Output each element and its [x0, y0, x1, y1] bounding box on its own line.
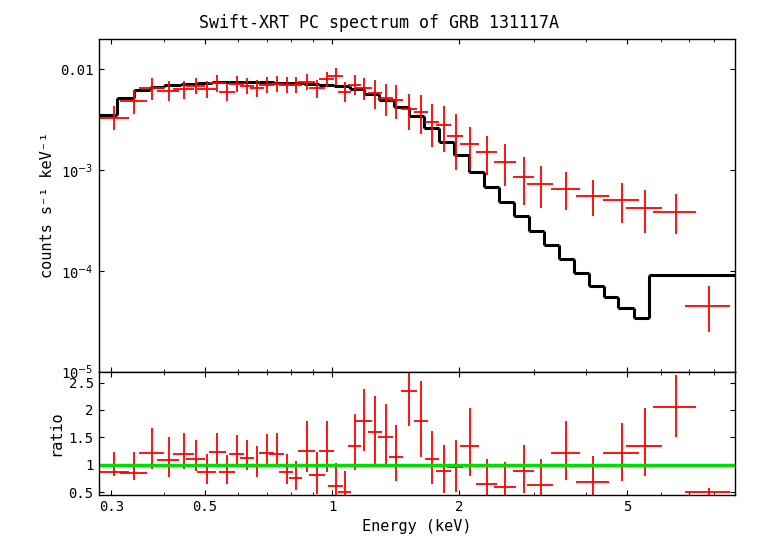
Y-axis label: counts s⁻¹ keV⁻¹: counts s⁻¹ keV⁻¹: [39, 132, 55, 278]
Y-axis label: ratio: ratio: [48, 410, 63, 456]
Text: Swift-XRT PC spectrum of GRB 131117A: Swift-XRT PC spectrum of GRB 131117A: [199, 14, 559, 32]
X-axis label: Energy (keV): Energy (keV): [362, 519, 471, 534]
